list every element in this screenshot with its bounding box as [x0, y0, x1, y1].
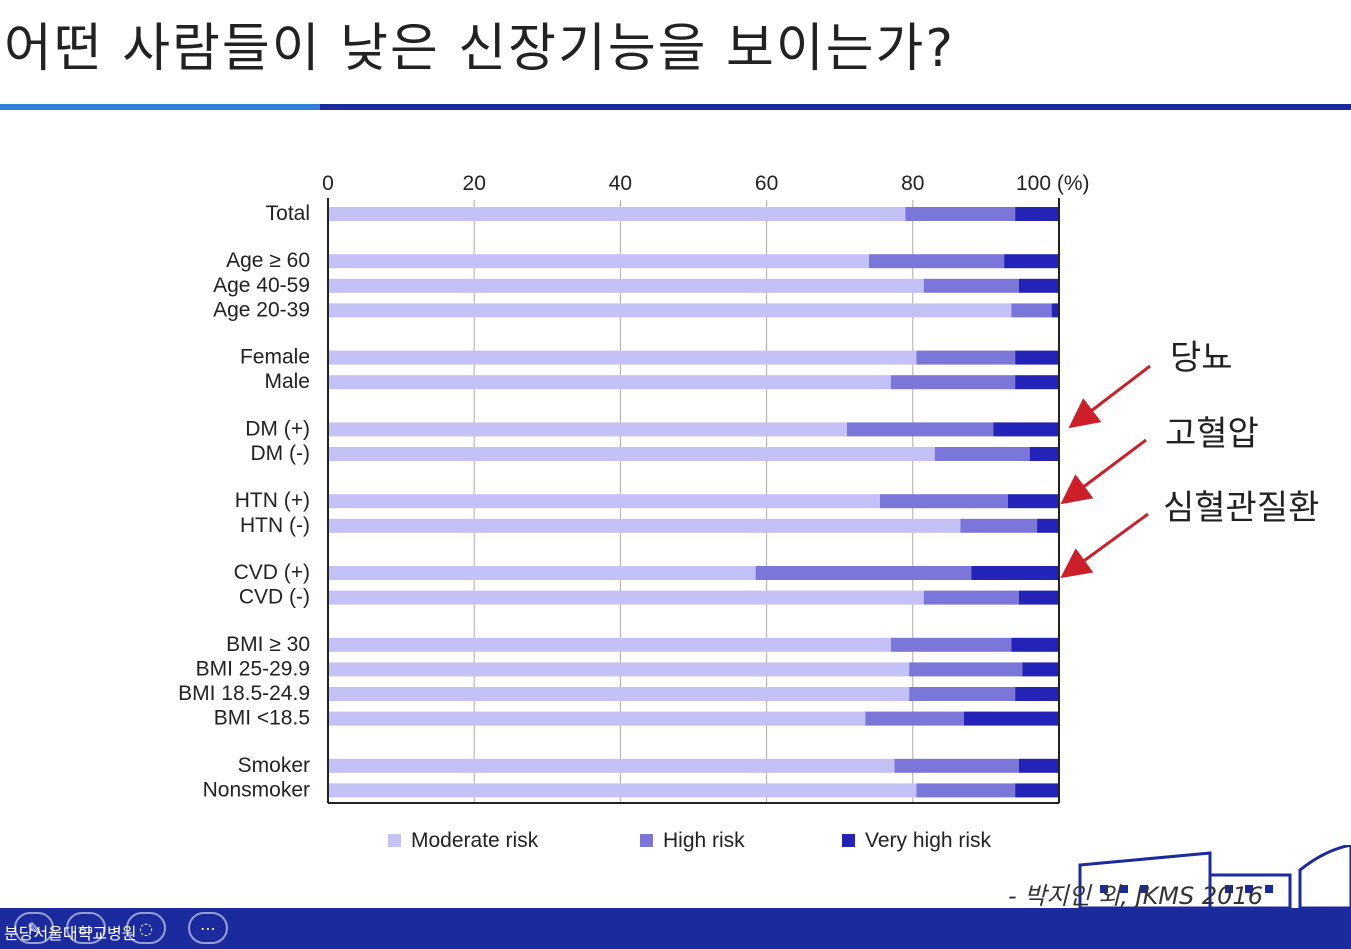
bar-high-risk-htn: [879, 494, 1008, 509]
bar-very-high-risk-age-60: [1004, 254, 1059, 269]
bar-moderate-risk-cvd: [328, 590, 924, 605]
bar-moderate-risk-female: [328, 350, 917, 365]
category-label: Male: [264, 370, 310, 393]
footer-bar: 분당서울대학교병원 ✎ ▭ ◌ ⋯: [0, 908, 1351, 949]
bar-moderate-risk-htn: [328, 494, 880, 509]
bar-very-high-risk-bmi-18-5-24-9: [1015, 687, 1059, 701]
category-label: BMI ≥ 30: [226, 633, 310, 656]
category-label: CVD (-): [239, 586, 310, 609]
bar-moderate-risk-bmi-18-5-24-9: [328, 687, 910, 701]
legend-label: Moderate risk: [411, 829, 539, 852]
bar-high-risk-nonsmoker: [916, 783, 1016, 798]
x-tick-label: 60: [755, 172, 778, 195]
bar-very-high-risk-htn: [1037, 518, 1059, 533]
category-label: BMI <18.5: [214, 707, 310, 730]
bar-high-risk-cvd: [755, 566, 972, 580]
zoom-tool-button[interactable]: ◌: [126, 912, 166, 944]
category-label: Female: [240, 346, 310, 369]
bar-high-risk-dm: [847, 422, 994, 437]
bar-high-risk-female: [916, 350, 1016, 365]
bar-very-high-risk-age-40-59: [1018, 278, 1059, 293]
bar-high-risk-bmi-25-29-9: [909, 662, 1023, 677]
bar-moderate-risk-smoker: [328, 758, 895, 773]
legend-swatch-high-risk: [640, 834, 653, 847]
bar-very-high-risk-cvd: [1018, 590, 1059, 605]
bar-high-risk-cvd: [923, 590, 1019, 605]
bar-high-risk-bmi-18-5: [865, 711, 964, 726]
bar-high-risk-bmi-30: [890, 637, 1012, 652]
bar-high-risk-dm: [934, 447, 1030, 461]
citation: - 박지인 외, JKMS 2016: [1008, 882, 1263, 910]
category-label: HTN (+): [235, 489, 310, 512]
bar-moderate-risk-male: [328, 375, 891, 390]
more-options-button[interactable]: ⋯: [188, 912, 228, 944]
x-tick-label: 100 (%): [1016, 172, 1090, 195]
slide-title: 어떤 사람들이 낮은 신장기능을 보이는가?: [4, 19, 955, 79]
annotation-diabetes: 당뇨: [1170, 338, 1233, 378]
bar-high-risk-smoker: [894, 758, 1019, 773]
category-label: Age ≥ 60: [226, 249, 310, 272]
category-label: CVD (+): [234, 561, 310, 584]
bar-high-risk-htn: [960, 518, 1038, 533]
x-tick-label: 0: [322, 172, 334, 195]
category-label: Nonsmoker: [203, 778, 310, 801]
category-label: Total: [266, 202, 310, 225]
bar-very-high-risk-bmi-18-5: [963, 711, 1059, 726]
bar-high-risk-total: [905, 207, 1016, 221]
bar-moderate-risk-dm: [328, 447, 935, 461]
title-divider: [0, 104, 1351, 110]
category-label: DM (+): [245, 417, 310, 440]
bar-very-high-risk-smoker: [1018, 758, 1059, 773]
bar-very-high-risk-female: [1015, 350, 1059, 365]
bar-moderate-risk-bmi-25-29-9: [328, 662, 910, 677]
category-label: Smoker: [238, 754, 310, 777]
bar-moderate-risk-age-40-59: [328, 278, 924, 293]
bar-very-high-risk-cvd: [971, 566, 1059, 580]
category-label: BMI 18.5-24.9: [178, 682, 310, 705]
x-tick-label: 80: [901, 172, 924, 195]
legend-swatch-moderate-risk: [388, 834, 401, 847]
bar-moderate-risk-total: [328, 207, 906, 221]
bar-very-high-risk-age-20-39: [1051, 303, 1059, 318]
category-label: Age 20-39: [213, 298, 310, 321]
bar-moderate-risk-dm: [328, 422, 848, 437]
category-label: HTN (-): [240, 514, 310, 537]
annotation-hypertension: 고혈압: [1165, 414, 1259, 454]
bar-very-high-risk-bmi-25-29-9: [1022, 662, 1059, 677]
bar-high-risk-male: [890, 375, 1016, 390]
category-label: DM (-): [251, 442, 310, 465]
bar-very-high-risk-dm: [1029, 447, 1059, 461]
x-tick-label: 20: [463, 172, 486, 195]
bar-very-high-risk-dm: [993, 422, 1059, 437]
bar-very-high-risk-bmi-30: [1011, 637, 1059, 652]
annotation-cardiovascular: 심혈관질환: [1163, 488, 1320, 528]
bar-moderate-risk-nonsmoker: [328, 783, 917, 798]
bar-moderate-risk-age-20-39: [328, 303, 1012, 318]
x-tick-label: 40: [609, 172, 632, 195]
pen-tool-button[interactable]: ✎: [14, 912, 54, 944]
category-label: Age 40-59: [213, 274, 310, 297]
bar-moderate-risk-age-60: [328, 254, 869, 269]
bar-moderate-risk-htn: [328, 518, 961, 533]
bar-very-high-risk-male: [1015, 375, 1059, 390]
bar-very-high-risk-htn: [1007, 494, 1059, 509]
bar-high-risk-bmi-18-5-24-9: [909, 687, 1016, 701]
bar-very-high-risk-total: [1015, 207, 1059, 221]
bar-high-risk-age-40-59: [923, 278, 1019, 293]
legend-swatch-very-high-risk: [842, 834, 855, 847]
legend-label: High risk: [663, 829, 745, 852]
bar-very-high-risk-nonsmoker: [1015, 783, 1059, 798]
screen-tool-button[interactable]: ▭: [66, 912, 106, 944]
bar-moderate-risk-cvd: [328, 566, 756, 580]
category-label: BMI 25-29.9: [196, 657, 310, 680]
bar-moderate-risk-bmi-30: [328, 637, 891, 652]
legend-label: Very high risk: [865, 829, 992, 852]
bar-high-risk-age-20-39: [1011, 303, 1052, 318]
bar-high-risk-age-60: [868, 254, 1005, 269]
bar-moderate-risk-bmi-18-5: [328, 711, 866, 726]
